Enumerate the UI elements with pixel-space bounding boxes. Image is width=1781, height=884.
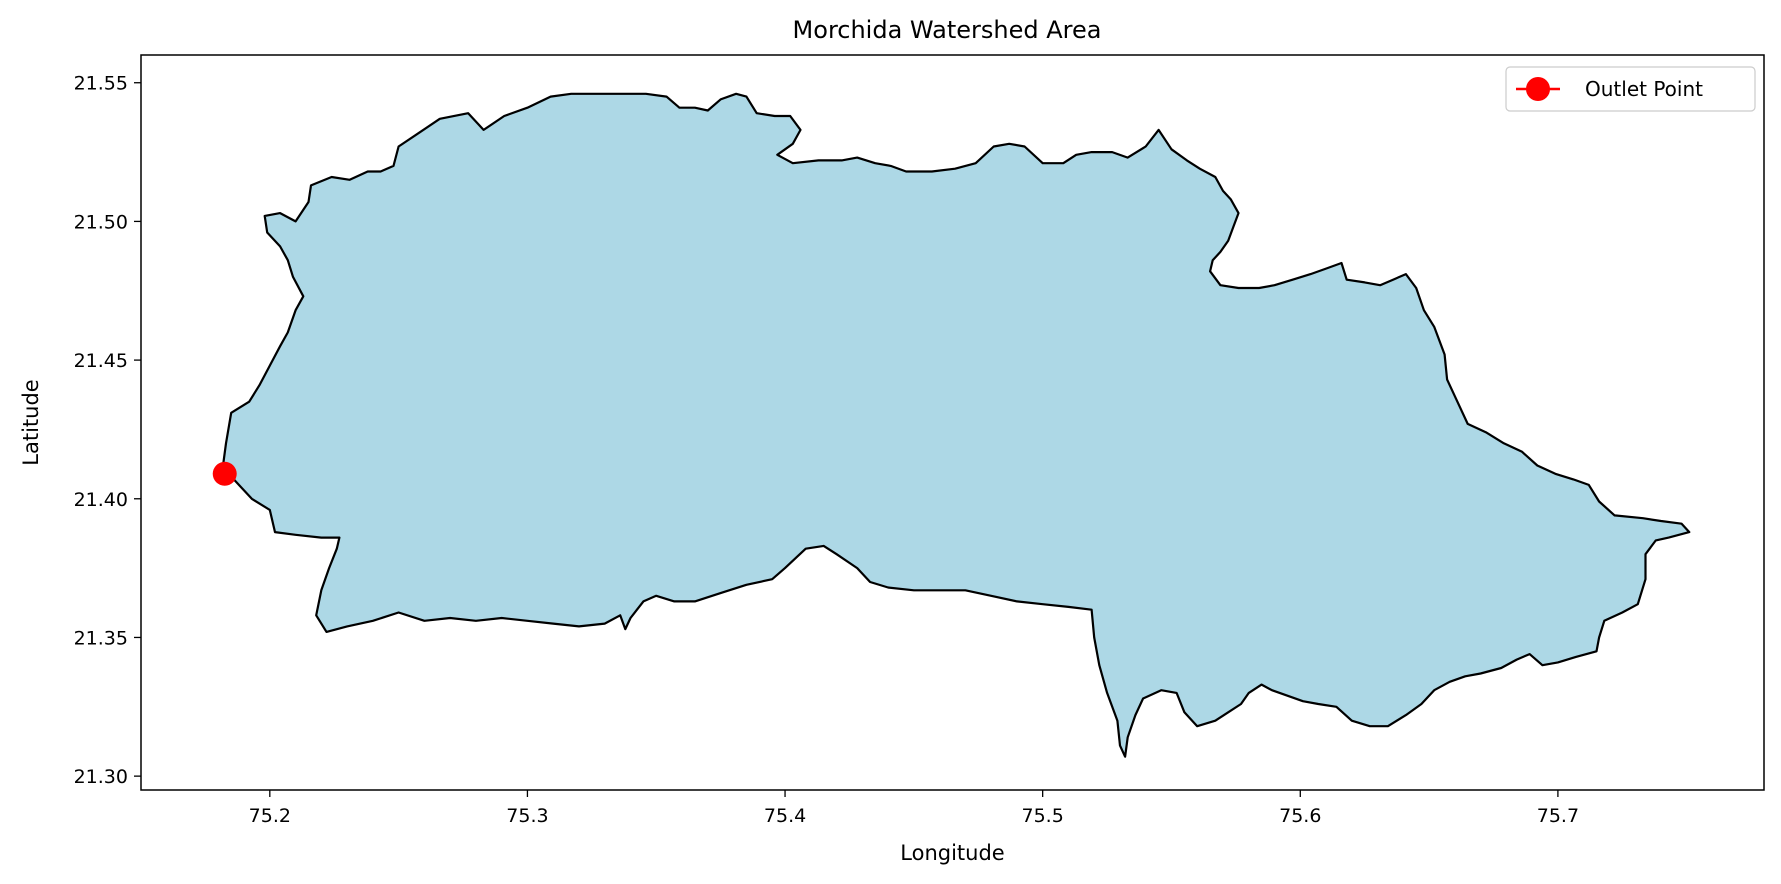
y-tick-label: 21.50 <box>74 211 128 233</box>
x-tick-label: 75.3 <box>506 805 548 827</box>
x-tick-label: 75.5 <box>1022 805 1064 827</box>
x-tick-label: 75.2 <box>249 805 291 827</box>
y-tick-label: 21.40 <box>74 489 128 511</box>
y-tick-label: 21.30 <box>74 766 128 788</box>
watershed-polygon <box>222 92 1691 758</box>
y-axis-ticks: 21.30 21.35 21.40 21.45 21.50 21.55 <box>74 73 141 788</box>
x-axis-ticks: 75.2 75.3 75.4 75.5 75.6 75.7 <box>249 790 1579 827</box>
y-tick-label: 21.35 <box>74 627 128 649</box>
y-tick-label: 21.45 <box>74 350 128 372</box>
x-tick-label: 75.7 <box>1537 805 1579 827</box>
y-axis-label: Latitude <box>19 379 43 465</box>
x-tick-label: 75.4 <box>764 805 806 827</box>
legend-box <box>1505 66 1756 112</box>
outlet-point-marker <box>212 461 237 486</box>
x-axis-label: Longitude <box>900 841 1004 865</box>
legend-marker-dot <box>1526 77 1550 101</box>
x-tick-label: 75.6 <box>1279 805 1321 827</box>
legend: Outlet Point <box>1505 66 1756 112</box>
legend-entry-outlet-point: Outlet Point <box>1585 77 1703 101</box>
axes-frame <box>140 54 1765 791</box>
chart-title: Morchida Watershed Area <box>793 16 1102 44</box>
plot-area <box>212 92 1691 758</box>
y-tick-label: 21.55 <box>74 73 128 95</box>
